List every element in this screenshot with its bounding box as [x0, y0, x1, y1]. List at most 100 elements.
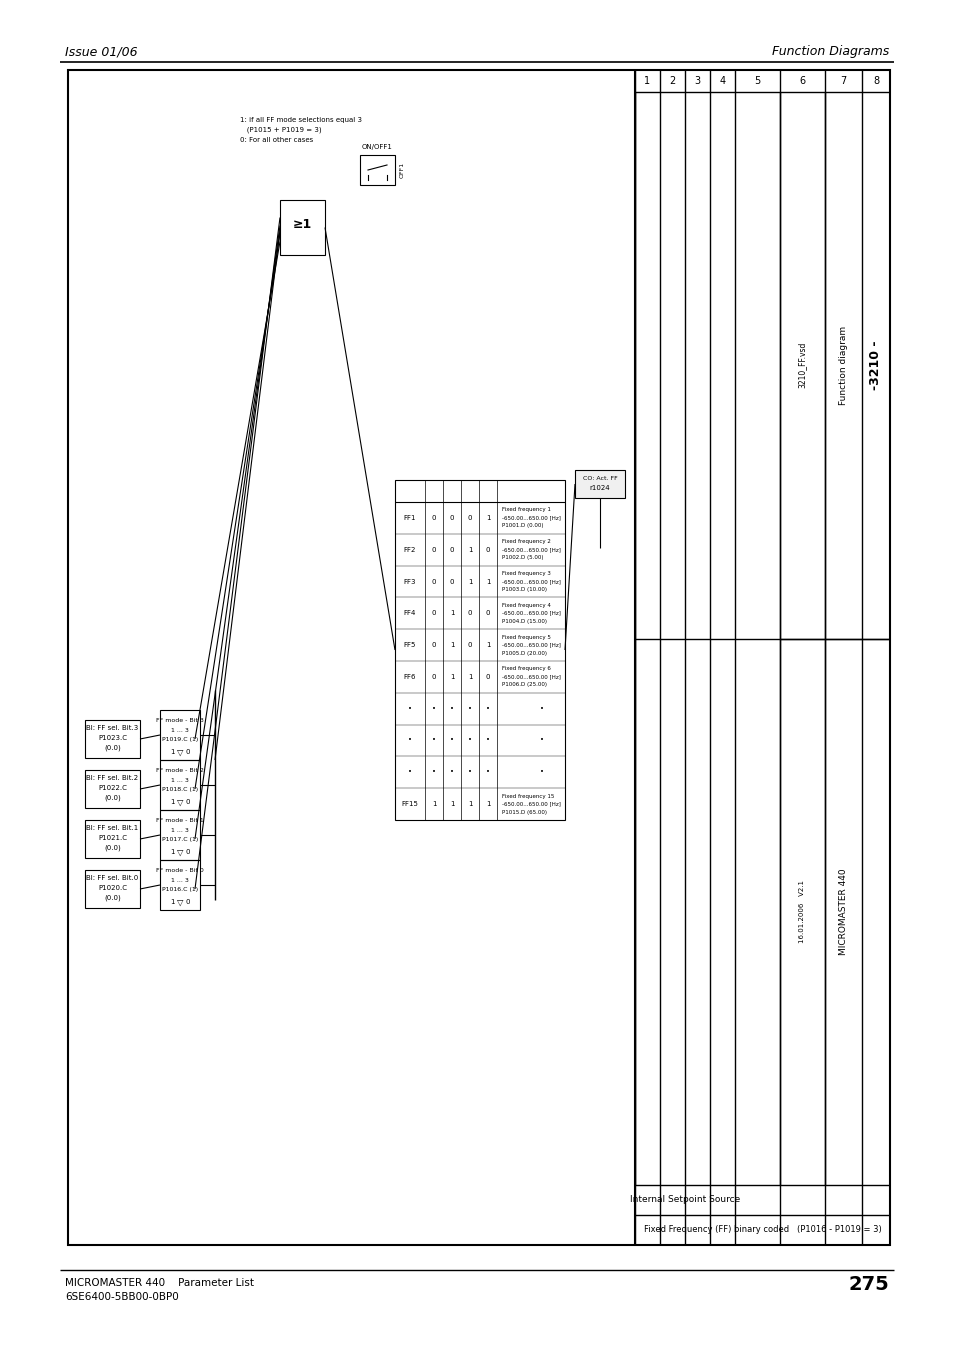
Bar	[85, 870, 140, 908]
Text: 1: 1	[170, 848, 174, 855]
Text: 0: 0	[186, 848, 190, 855]
Text: BI: FF sel. Bit.2: BI: FF sel. Bit.2	[87, 775, 138, 781]
Text: 1: 1	[170, 898, 174, 905]
Text: FF mode - Bit 1: FF mode - Bit 1	[156, 817, 204, 823]
Text: 0: For all other cases: 0: For all other cases	[240, 136, 313, 143]
Bar	[160, 711, 200, 761]
Text: FF5: FF5	[403, 642, 416, 648]
Bar	[160, 861, 200, 911]
Text: ▽: ▽	[176, 897, 183, 907]
Text: 0: 0	[449, 547, 454, 553]
Text: •: •	[468, 769, 472, 775]
Bar	[85, 820, 140, 858]
Text: 0: 0	[449, 578, 454, 585]
Text: -650.00...650.00 [Hz]: -650.00...650.00 [Hz]	[501, 580, 560, 584]
Text: 8: 8	[872, 76, 878, 86]
Text: (0.0): (0.0)	[104, 844, 121, 851]
Text: FF2: FF2	[403, 547, 416, 553]
Text: 0: 0	[186, 798, 190, 805]
Text: 0: 0	[186, 748, 190, 755]
Text: P1005.D (20.00): P1005.D (20.00)	[501, 651, 546, 655]
Bar	[359, 155, 395, 185]
Text: P1018.C (1): P1018.C (1)	[162, 788, 198, 793]
Bar	[575, 470, 624, 499]
Text: 275: 275	[847, 1275, 888, 1294]
Text: FF6: FF6	[403, 674, 416, 680]
Text: 7: 7	[840, 76, 845, 86]
Text: ▽: ▽	[176, 747, 183, 757]
Text: 6: 6	[799, 76, 804, 86]
Text: 6SE6400-5BB00-0BP0: 6SE6400-5BB00-0BP0	[65, 1292, 178, 1302]
Text: -650.00...650.00 [Hz]: -650.00...650.00 [Hz]	[501, 515, 560, 520]
Text: •: •	[539, 705, 543, 712]
Text: Fixed Frequency (FF) binary coded   (P1016 - P1019 = 3): Fixed Frequency (FF) binary coded (P1016…	[643, 1225, 881, 1235]
Text: 5: 5	[754, 76, 760, 86]
Text: P1020.C: P1020.C	[98, 885, 127, 892]
Text: •: •	[432, 705, 436, 712]
Text: ON/OFF1: ON/OFF1	[362, 145, 393, 150]
Text: 1 ... 3: 1 ... 3	[171, 828, 189, 832]
Text: Fixed frequency 1: Fixed frequency 1	[501, 508, 550, 512]
Text: 0: 0	[449, 515, 454, 521]
Text: 0: 0	[485, 611, 490, 616]
Text: 1: 1	[485, 515, 490, 521]
Text: BI: FF sel. Bit.1: BI: FF sel. Bit.1	[87, 825, 138, 831]
Text: 1: 1	[485, 642, 490, 648]
Text: (0.0): (0.0)	[104, 794, 121, 801]
Text: CO: Act. FF: CO: Act. FF	[582, 476, 617, 481]
Text: 1: 1	[485, 801, 490, 807]
Text: Fixed frequency 4: Fixed frequency 4	[501, 603, 550, 608]
Text: P1015.D (65.00): P1015.D (65.00)	[501, 809, 546, 815]
Bar	[85, 770, 140, 808]
Text: MICROMASTER 440    Parameter List: MICROMASTER 440 Parameter List	[65, 1278, 253, 1288]
Text: Fixed frequency 2: Fixed frequency 2	[501, 539, 550, 544]
Text: P1004.D (15.00): P1004.D (15.00)	[501, 619, 546, 624]
Text: Fixed frequency 3: Fixed frequency 3	[501, 571, 550, 576]
Text: -3210 -: -3210 -	[868, 340, 882, 390]
Text: •: •	[408, 738, 412, 743]
Text: 0: 0	[485, 547, 490, 553]
Text: OFF1: OFF1	[399, 162, 405, 178]
Text: -650.00...650.00 [Hz]: -650.00...650.00 [Hz]	[501, 674, 560, 680]
Text: P1006.D (25.00): P1006.D (25.00)	[501, 682, 546, 688]
Text: (0.0): (0.0)	[104, 894, 121, 901]
Text: •: •	[432, 769, 436, 775]
Text: 3210_FF.vsd: 3210_FF.vsd	[797, 342, 806, 389]
Bar	[280, 200, 325, 255]
Text: ▽: ▽	[176, 797, 183, 807]
Text: FF mode - Bit 0: FF mode - Bit 0	[156, 867, 204, 873]
Text: Fixed frequency 6: Fixed frequency 6	[501, 666, 550, 671]
Text: •: •	[539, 738, 543, 743]
Text: •: •	[468, 738, 472, 743]
Text: •: •	[450, 769, 454, 775]
Text: Issue 01/06: Issue 01/06	[65, 46, 137, 58]
Text: FF mode - Bit 2: FF mode - Bit 2	[156, 767, 204, 773]
Text: P1023.C: P1023.C	[98, 735, 127, 740]
Text: r1024: r1024	[589, 485, 610, 490]
Text: 0: 0	[432, 547, 436, 553]
Text: 1: if all FF mode selections equal 3: 1: if all FF mode selections equal 3	[240, 118, 361, 123]
Text: 1: 1	[170, 798, 174, 805]
Text: ▽: ▽	[176, 847, 183, 857]
Text: 1: 1	[467, 547, 472, 553]
Text: 1: 1	[449, 611, 454, 616]
Text: 0: 0	[467, 515, 472, 521]
Bar	[395, 480, 564, 820]
Text: (0.0): (0.0)	[104, 744, 121, 751]
Text: 1: 1	[432, 801, 436, 807]
Text: 1: 1	[449, 674, 454, 680]
Text: P1022.C: P1022.C	[98, 785, 127, 790]
Text: 1: 1	[485, 578, 490, 585]
Text: 0: 0	[432, 674, 436, 680]
Text: •: •	[539, 769, 543, 775]
Text: •: •	[432, 738, 436, 743]
Text: P1002.D (5.00): P1002.D (5.00)	[501, 555, 543, 561]
Text: 4: 4	[719, 76, 725, 86]
Text: 1: 1	[467, 801, 472, 807]
Text: 2: 2	[669, 76, 675, 86]
Text: P1001.D (0.00): P1001.D (0.00)	[501, 523, 543, 528]
Bar	[160, 811, 200, 861]
Text: BI: FF sel. Bit.3: BI: FF sel. Bit.3	[87, 725, 138, 731]
Text: 1: 1	[449, 642, 454, 648]
Text: FF4: FF4	[403, 611, 416, 616]
